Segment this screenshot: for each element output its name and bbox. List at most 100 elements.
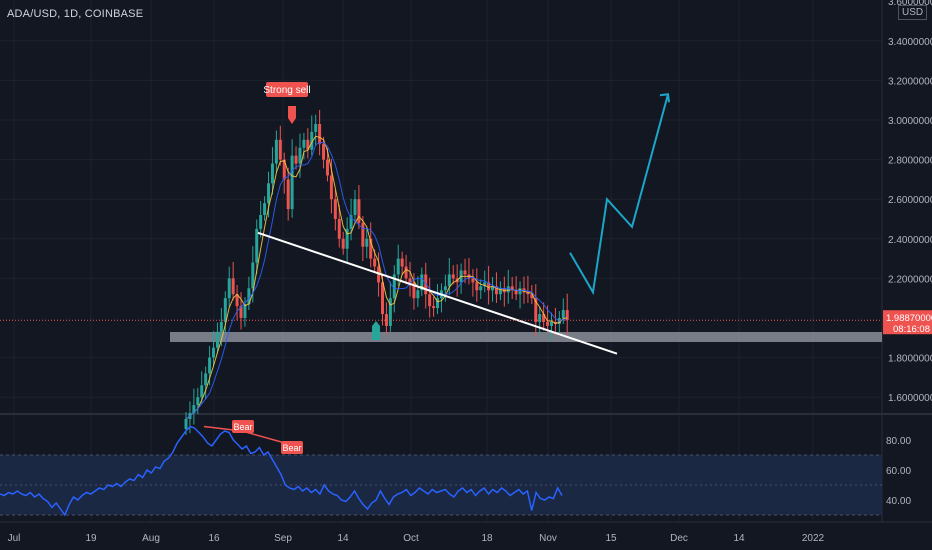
candle-body [510, 286, 514, 291]
time-tick-label: Oct [403, 533, 419, 544]
candle-body [286, 179, 290, 210]
candle-body [208, 357, 212, 374]
candle-body [192, 405, 196, 414]
rsi-tick-label: 60.00 [886, 466, 911, 477]
price-tick-label: 3.00000000 [888, 116, 932, 127]
candle-body [420, 274, 424, 291]
candle-body [542, 314, 546, 322]
candle-body [247, 288, 251, 305]
candle-body [443, 286, 447, 291]
candle-body [322, 143, 326, 160]
candle-body [373, 258, 377, 267]
candle-body [306, 139, 310, 150]
candle-body [428, 294, 432, 307]
candle-body [219, 321, 223, 332]
rsi-tick-label: 40.00 [886, 496, 911, 507]
candle-body [463, 270, 467, 275]
candle-body [498, 288, 502, 295]
price-tick-label: 3.40000000 [888, 37, 932, 48]
price-tick-label: 2.80000000 [888, 156, 932, 167]
price-tick-label: 3.20000000 [888, 76, 932, 87]
candle-body [357, 199, 361, 223]
candle-body [404, 266, 408, 279]
time-tick-label: 16 [208, 533, 220, 544]
candle-body [416, 290, 420, 299]
bear-label: Bear [282, 443, 301, 453]
current-price-label: 1.98870000 [886, 313, 932, 324]
moving-averages [185, 135, 568, 420]
bear-label-bg [232, 420, 254, 433]
candle-body [259, 215, 263, 229]
candle-body [212, 347, 216, 358]
candle-body [526, 292, 530, 295]
candle-body [274, 139, 278, 164]
candle-body [349, 215, 353, 229]
candle-body [204, 373, 208, 386]
candle-body [396, 258, 400, 275]
time-tick-label: 14 [337, 533, 349, 544]
time-tick-label: 14 [733, 533, 745, 544]
price-axis: 3.60000000 3.40000000 3.20000000 3.00000000… [888, 0, 932, 404]
candle-body [215, 331, 219, 348]
candle-body [278, 139, 282, 160]
candle-body [325, 159, 329, 176]
candle-body [530, 294, 534, 299]
candle-body [341, 238, 345, 249]
strong-sell-label-bg [266, 82, 308, 97]
candle-body [227, 278, 231, 299]
candle-body [200, 385, 204, 398]
candle-body [329, 175, 333, 200]
candle-body [223, 298, 227, 322]
candle-body [302, 139, 306, 148]
candle-body [538, 314, 542, 322]
candle-body [251, 262, 255, 289]
candle-body [400, 258, 404, 267]
projection-arrowhead [659, 93, 670, 103]
candle-body [310, 131, 314, 150]
candle-body [369, 238, 373, 259]
candle-body [483, 282, 487, 287]
rsi-line [0, 425, 563, 517]
candle-body [282, 159, 286, 180]
bear-label: Bear [233, 422, 252, 432]
candle-body [534, 298, 538, 322]
rsi-pane: Bear Bear 80.00 60.00 40.00 [0, 420, 911, 517]
ma-line-slow [185, 141, 568, 420]
candle-body [231, 278, 235, 295]
candle-body [337, 219, 341, 239]
candle-body [436, 298, 440, 309]
candle-body [408, 278, 412, 283]
candle-body [432, 306, 436, 309]
candle-body [333, 199, 337, 219]
candle-body [475, 282, 479, 291]
time-tick-label: Dec [670, 533, 688, 544]
candle-body [381, 282, 384, 315]
candle-body [353, 199, 357, 216]
price-tick-label: 2.60000000 [888, 195, 932, 206]
candle-body [392, 274, 396, 299]
strong-sell-label: Strong sell [263, 85, 310, 96]
candle-body [384, 314, 388, 326]
support-zone [170, 332, 882, 342]
candle-body [412, 282, 416, 299]
price-tick-label: 2.20000000 [888, 274, 932, 285]
time-axis: Jul 19 Aug 16 Sep 14 Oct 18 Nov 15 Dec 14 2022 [8, 533, 825, 544]
price-tick-label: 1.80000000 [888, 354, 932, 365]
candle-body [270, 163, 274, 184]
candle-body [388, 298, 392, 326]
time-tick-label: Aug [142, 533, 160, 544]
rsi-tick-label: 80.00 [886, 436, 911, 447]
symbol-title: ADA/USD, 1D, COINBASE [7, 8, 144, 20]
candle-body [361, 222, 365, 247]
candle-body [565, 310, 569, 320]
candle-body [365, 238, 369, 247]
candle-body [514, 290, 518, 295]
candle-body [487, 282, 491, 291]
candle-body [235, 294, 239, 307]
candle-body [479, 286, 483, 291]
projection-path [569, 94, 669, 296]
candle-body [491, 286, 495, 291]
currency-badge[interactable]: USD [898, 5, 928, 20]
candle-body [184, 418, 188, 429]
